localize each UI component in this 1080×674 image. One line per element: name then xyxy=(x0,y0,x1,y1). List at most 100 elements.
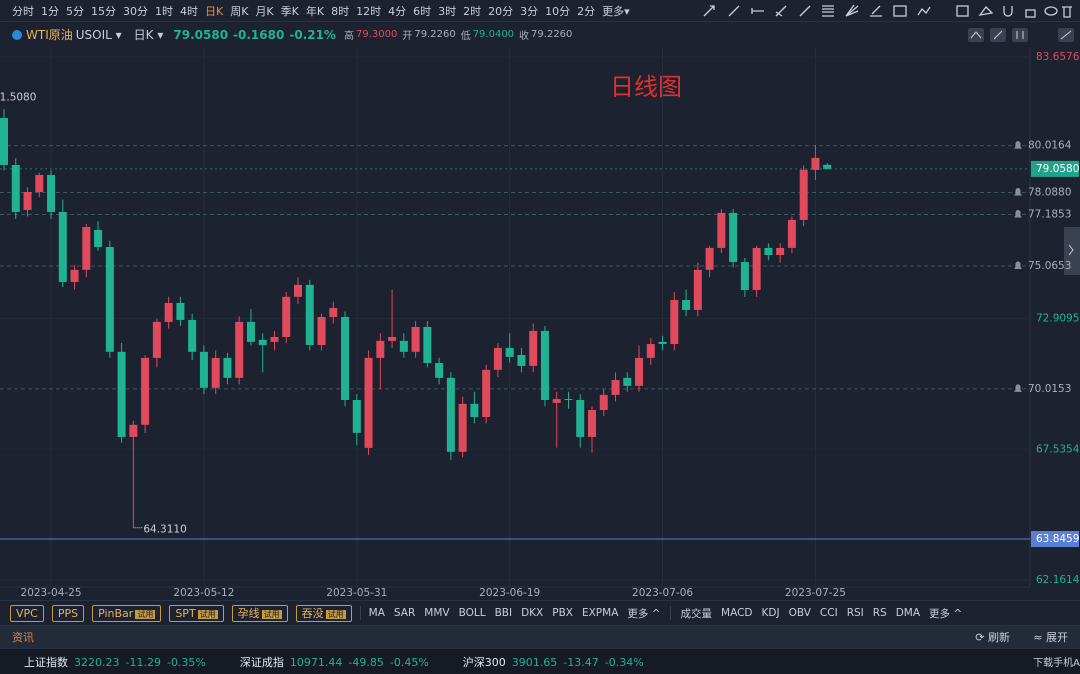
symbol[interactable]: WTI原油 xyxy=(26,28,73,42)
chart-title: 日线图 xyxy=(610,73,682,101)
sub-indicator[interactable]: MACD xyxy=(721,607,753,619)
candle-body xyxy=(529,330,538,366)
candle-body xyxy=(588,409,596,437)
candle-body xyxy=(105,246,114,352)
last-price-box xyxy=(1031,160,1079,177)
period-button[interactable]: 20分 xyxy=(488,4,514,18)
sub-indicator[interactable]: RSI xyxy=(846,607,864,619)
main-indicator[interactable]: MMV xyxy=(424,607,450,619)
ticker-item: 沪深300 3901.65 -13.47 -0.34% xyxy=(463,654,650,670)
candle-body xyxy=(740,262,749,291)
period-button[interactable]: 4时 xyxy=(180,4,198,18)
period-button[interactable]: 分时 xyxy=(12,4,34,18)
symbol-icon xyxy=(12,29,22,40)
candle-body xyxy=(246,321,255,342)
period-button[interactable]: 日K xyxy=(205,4,224,18)
candle-body xyxy=(0,118,8,165)
candle-body xyxy=(317,317,326,346)
label: 高 xyxy=(343,31,354,42)
sub-indicator[interactable]: CCI xyxy=(819,607,838,619)
sub-indicator[interactable]: KDJ xyxy=(761,607,780,619)
period-button[interactable]: 月K xyxy=(255,4,274,18)
pattern-button[interactable]: PPS xyxy=(51,604,85,622)
low-marker: 64.3110 xyxy=(143,524,186,536)
main-indicator[interactable]: MA xyxy=(368,607,385,619)
sub-indicator[interactable]: RS xyxy=(872,607,887,619)
last-price-label: 79.0580 xyxy=(1036,163,1079,175)
period-button[interactable]: 6时 xyxy=(413,4,432,18)
candle-body xyxy=(458,403,467,452)
candle-body xyxy=(199,351,208,388)
pattern-button[interactable]: PinBar 试用 xyxy=(92,604,162,622)
main-indicator[interactable]: PBX xyxy=(552,607,573,619)
period-button[interactable]: 3分 xyxy=(520,4,539,18)
period-button[interactable]: 2时 xyxy=(463,4,482,18)
period-button[interactable]: 1时 xyxy=(155,4,173,18)
y-tick-label: 67.5354 xyxy=(1036,443,1080,455)
period-button[interactable]: 15分 xyxy=(91,4,116,18)
index-name: 沪深300 xyxy=(462,655,506,669)
main-indicator[interactable]: SAR xyxy=(393,607,416,619)
pattern-button[interactable]: 吞没 试用 xyxy=(295,604,352,622)
candle-body xyxy=(235,321,244,378)
period-button[interactable]: 10分 xyxy=(545,4,571,18)
news-title[interactable]: 资讯 xyxy=(12,631,34,644)
crosshair-box xyxy=(1031,531,1079,548)
candle-body xyxy=(411,327,420,352)
period-button[interactable]: 1分 xyxy=(41,4,59,18)
expand[interactable]: ≈ 展开 xyxy=(1033,631,1068,644)
candle-body xyxy=(564,399,573,401)
sub-indicator[interactable]: 更多 ^ xyxy=(929,607,963,620)
candle-body xyxy=(294,284,302,297)
alert-bell xyxy=(1014,141,1022,149)
candle-body xyxy=(58,211,67,282)
candle-body xyxy=(23,191,32,210)
alert-bell xyxy=(1014,384,1022,392)
sub-indicator[interactable]: 成交量 xyxy=(680,607,713,620)
period-button[interactable]: 3时 xyxy=(438,4,457,18)
header-tools xyxy=(968,28,1074,42)
period[interactable]: 日K ▾ xyxy=(133,28,164,42)
period-button[interactable]: 5分 xyxy=(66,4,84,18)
alert-label: 80.0164 xyxy=(1028,140,1072,152)
candle-body xyxy=(435,363,444,378)
index-change: -13.47 xyxy=(563,655,599,669)
period-button[interactable]: 2分 xyxy=(577,4,596,18)
candle-body xyxy=(482,369,491,418)
candle-body xyxy=(787,219,796,248)
download-link[interactable]: 下载手机A xyxy=(1033,658,1080,669)
pattern-button[interactable]: 孕线 试用 xyxy=(231,604,288,622)
candle-body xyxy=(152,321,161,358)
sub-indicator[interactable]: DMA xyxy=(895,607,921,619)
main-indicator[interactable]: EXPMA xyxy=(581,607,619,619)
period-button[interactable]: 8时 xyxy=(331,4,350,18)
index-name: 上证指数 xyxy=(24,655,68,669)
candle-body xyxy=(94,229,103,247)
period-button[interactable]: 30分 xyxy=(123,4,148,18)
main-indicator[interactable]: BOLL xyxy=(458,607,486,619)
candle-body xyxy=(47,174,56,212)
period-button[interactable]: 季K xyxy=(280,4,299,18)
period-button[interactable]: 周K xyxy=(230,4,249,18)
main-indicator[interactable]: BBI xyxy=(494,607,513,619)
candle-body xyxy=(35,174,44,192)
candle-body xyxy=(505,347,514,357)
period-button[interactable]: 年K xyxy=(305,4,325,18)
pattern-button[interactable]: VPC xyxy=(10,604,44,622)
pattern-button[interactable]: SPT 试用 xyxy=(169,604,224,622)
period-button[interactable]: 12时 xyxy=(356,4,382,18)
candle-body xyxy=(446,377,455,452)
main-indicator[interactable]: 更多 ^ xyxy=(627,607,661,620)
symbol-code[interactable]: USOIL ▾ xyxy=(75,27,122,42)
index-ticker: 上证指数 3220.23 -11.29 -0.35% 深证成指 10971.44 -49.8… xyxy=(0,648,1080,674)
main-indicator[interactable]: DKX xyxy=(521,607,544,619)
sub-indicator[interactable]: OBV xyxy=(788,607,811,619)
candle-body xyxy=(611,380,620,395)
refresh[interactable]: ⟳ 刷新 xyxy=(975,631,1010,644)
period-button[interactable]: 更多▾ xyxy=(602,4,630,18)
candle-body xyxy=(305,284,314,346)
candle-body xyxy=(70,269,79,282)
index-pct: -0.34% xyxy=(604,655,644,669)
period-button[interactable]: 4分 xyxy=(388,4,407,18)
period-toolbar: 分时 1分 5分 15分 30分 1时 4时 日K 周K 月K 季K 年K 8时 12时 4分 6时 3时 2时 2… xyxy=(0,0,1080,22)
